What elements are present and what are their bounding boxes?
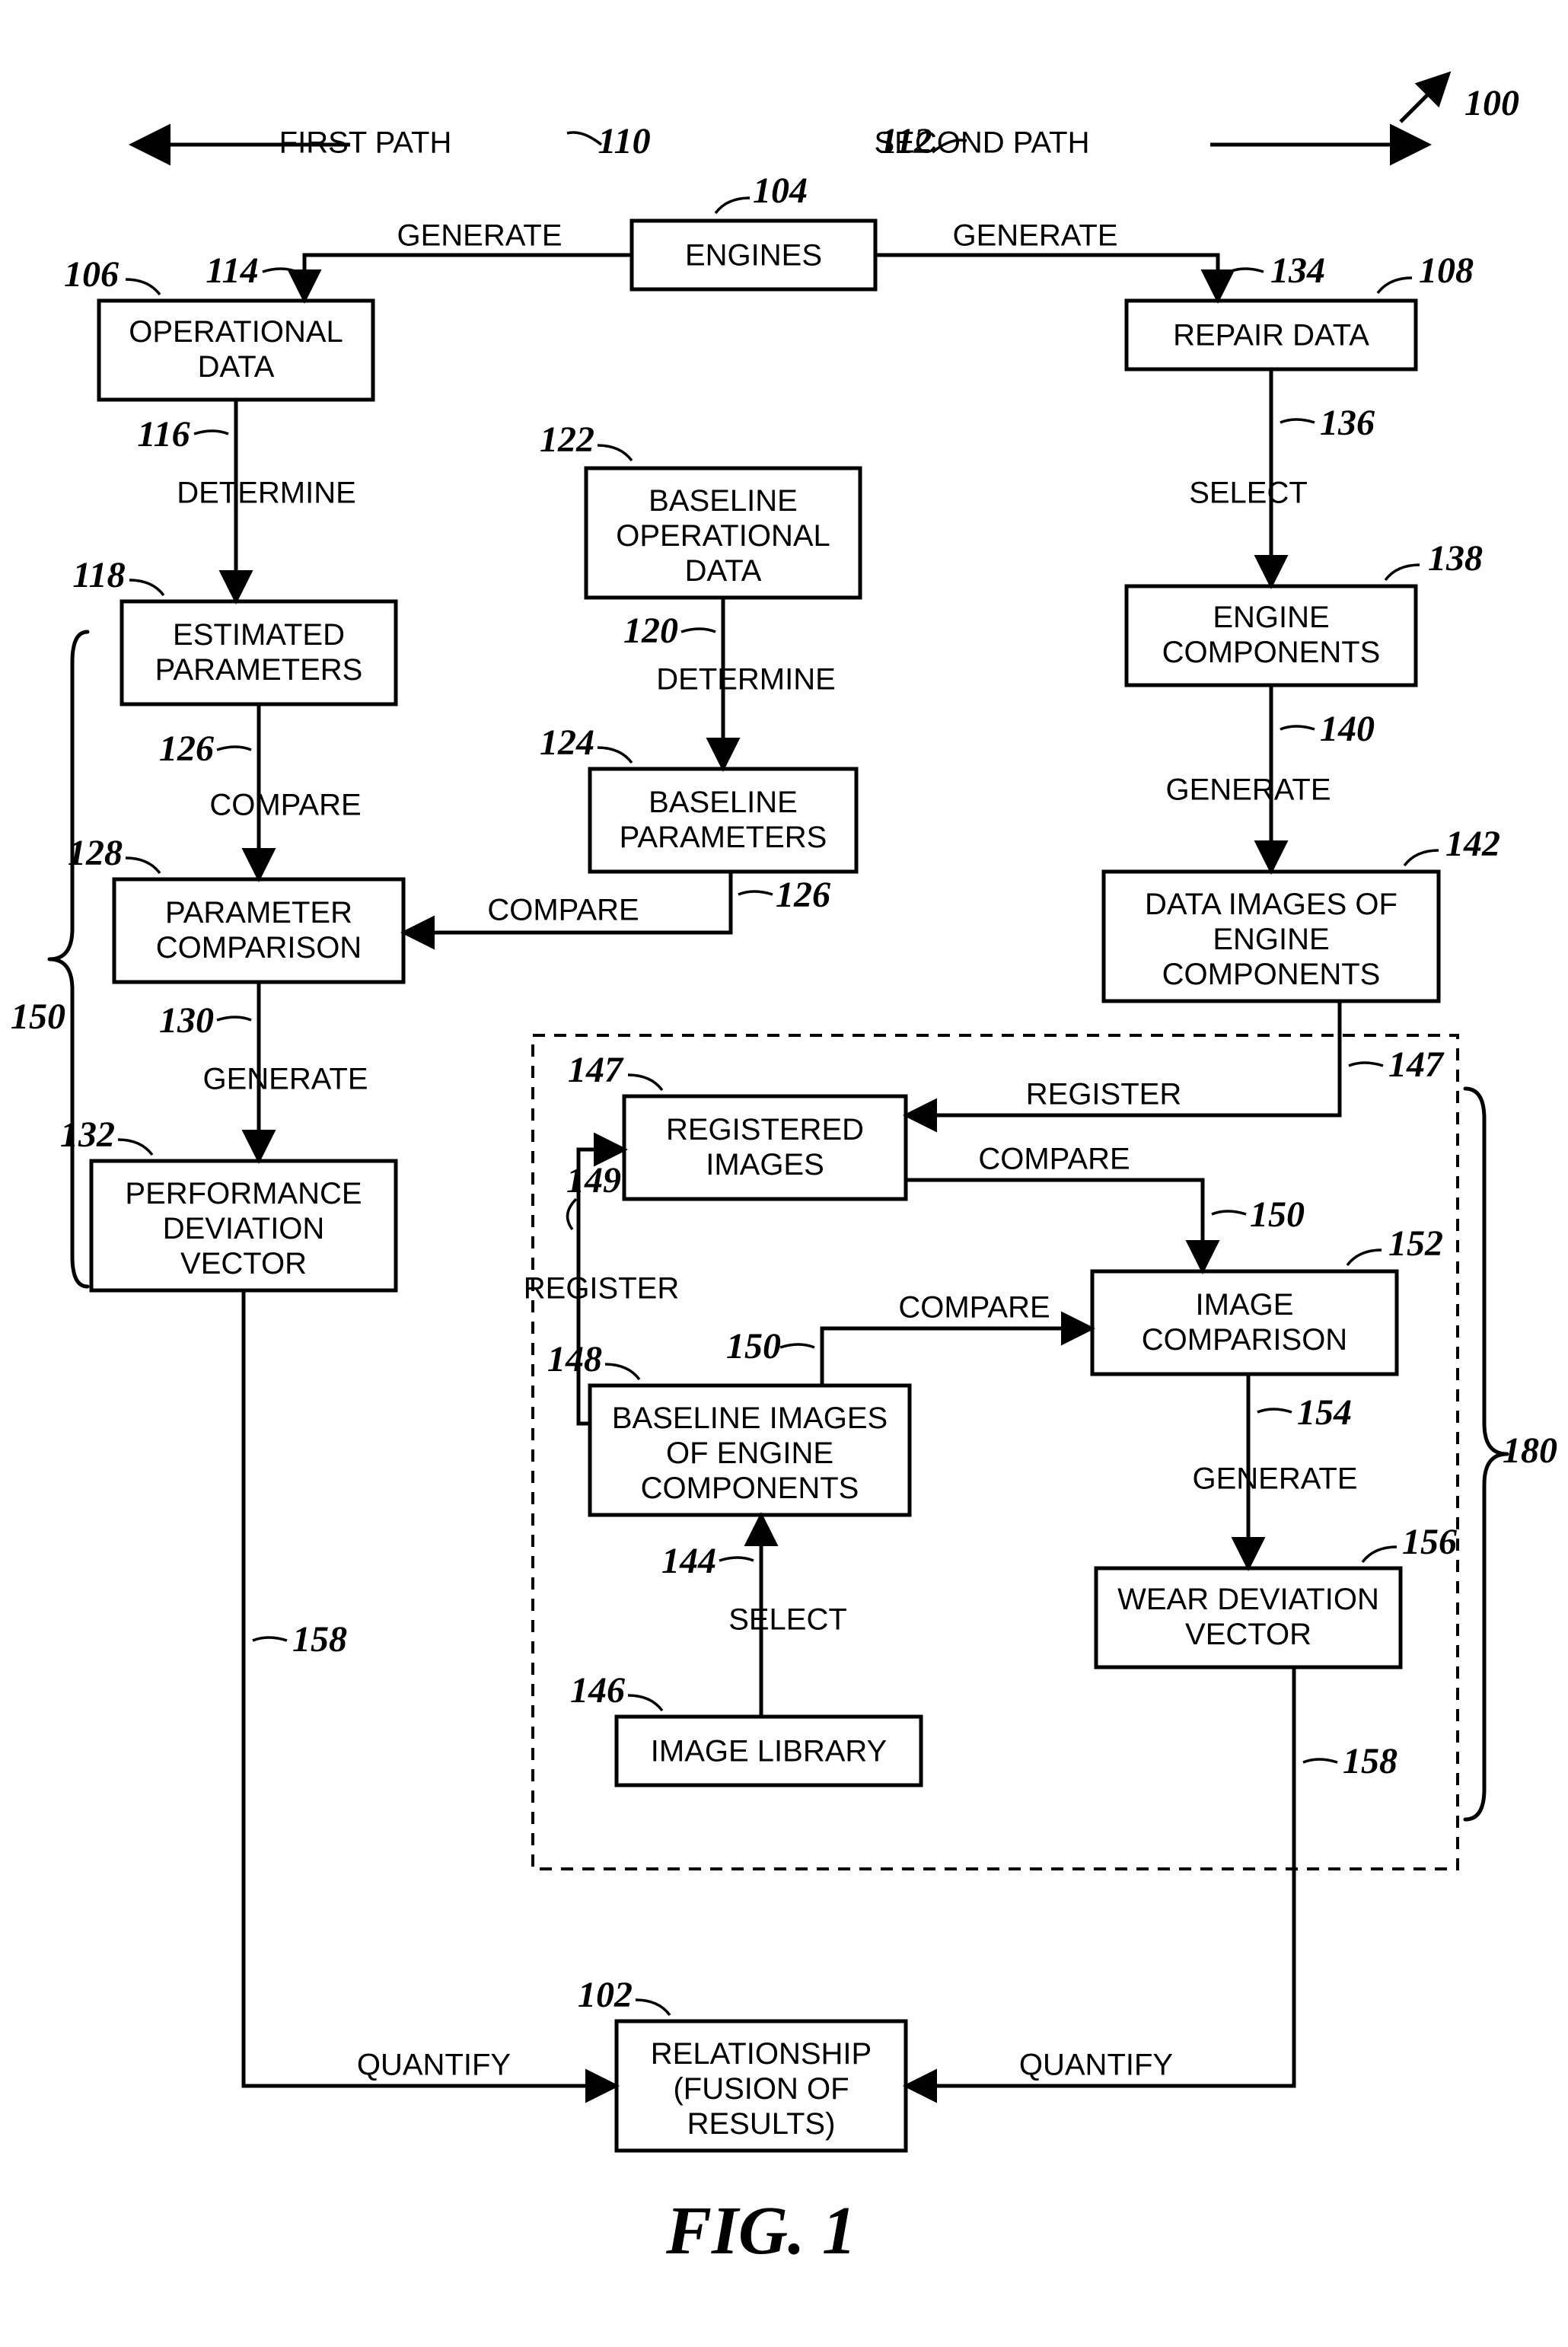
ref-154: 154	[1297, 1392, 1352, 1433]
ref-149: 149	[566, 1160, 621, 1201]
node-data-images: DATA IMAGES OFENGINECOMPONENTS 142	[1104, 824, 1500, 1001]
edge-regimg-imgcomp: COMPARE 150	[906, 1143, 1305, 1268]
ref-110: 110	[598, 121, 650, 161]
node-performance-deviation-vector: PERFORMANCEDEVIATIONVECTOR 132	[60, 1115, 396, 1290]
first-path-header: FIRST PATH 110	[137, 121, 651, 161]
edge-dataimg-regimg: REGISTER 147	[910, 1001, 1445, 1115]
ref-134: 134	[1270, 250, 1325, 291]
ref-120: 120	[623, 611, 678, 651]
ref-114: 114	[206, 250, 258, 291]
edge-label-generate-154: GENERATE	[1192, 1462, 1357, 1496]
node-engine-components: ENGINECOMPONENTS 138	[1127, 538, 1483, 685]
brace-180: 180	[1465, 1089, 1557, 1819]
edge-weardev-relationship: QUANTIFY 158	[910, 1667, 1397, 2086]
ref-136: 136	[1320, 403, 1375, 443]
edge-engcomp-dataimg: GENERATE 140	[1165, 685, 1375, 868]
op-data-l1: OPERATIONAL	[129, 315, 343, 349]
ref-158a: 158	[292, 1619, 347, 1660]
ref-106: 106	[64, 254, 119, 295]
ref-144: 144	[661, 1541, 716, 1581]
ref-116: 116	[137, 414, 190, 454]
ref-122: 122	[540, 419, 594, 460]
edge-label-compare-150a: COMPARE	[978, 1143, 1130, 1176]
ref-148: 148	[547, 1339, 602, 1379]
edge-engines-opdata: GENERATE 114	[206, 219, 632, 297]
ref-130: 130	[159, 1000, 214, 1041]
edge-label-generate-114: GENERATE	[397, 219, 562, 253]
ref-138: 138	[1428, 538, 1483, 579]
ref-132: 132	[60, 1115, 115, 1155]
flowchart-figure-1: FIRST PATH 110 112 SECOND PATH 100 ENGIN…	[0, 0, 1568, 2347]
ref-146: 146	[570, 1670, 625, 1711]
repair-data-label: REPAIR DATA	[1173, 319, 1369, 352]
edge-label-select-144: SELECT	[728, 1603, 847, 1637]
edge-estparams-paramcomp: COMPARE 126	[159, 704, 362, 875]
edge-baseop-baseparams: DETERMINE 120	[623, 598, 836, 765]
node-wear-deviation-vector: WEAR DEVIATIONVECTOR 156	[1096, 1522, 1457, 1667]
node-image-library: IMAGE LIBRARY 146	[570, 1670, 921, 1785]
edge-opdata-estparams: DETERMINE 116	[137, 400, 355, 598]
ref-147b: 147	[1388, 1044, 1445, 1085]
ref-142: 142	[1445, 824, 1500, 864]
ref-104: 104	[753, 171, 808, 211]
figure-ref-100: 100	[1401, 76, 1519, 123]
node-baseline-parameters: BASELINEPARAMETERS 124	[540, 722, 856, 872]
ref-140: 140	[1320, 709, 1375, 749]
edge-label-select-136: SELECT	[1189, 477, 1308, 510]
ref-102: 102	[578, 1975, 633, 2015]
edge-paramcomp-perfdev: GENERATE 130	[159, 982, 368, 1157]
second-path-label: SECOND PATH	[875, 126, 1090, 160]
brace-150: 150	[11, 632, 88, 1287]
edge-baseimg-imgcomp: COMPARE 150	[726, 1291, 1088, 1386]
edge-label-compare-126b: COMPARE	[487, 894, 639, 927]
edge-label-quantify-158a: QUANTIFY	[357, 2049, 511, 2082]
node-relationship: RELATIONSHIP(FUSION OFRESULTS) 102	[578, 1975, 906, 2151]
ref-128: 128	[68, 833, 123, 873]
img-library-label: IMAGE LIBRARY	[651, 1735, 887, 1768]
ref-180: 180	[1503, 1430, 1557, 1471]
ref-150a: 150	[1250, 1194, 1305, 1235]
edge-label-generate-130: GENERATE	[202, 1063, 368, 1096]
ref-118: 118	[72, 555, 125, 595]
node-baseline-op-data: BASELINEOPERATIONALDATA 122	[540, 419, 860, 598]
edge-imgcomp-weardev: GENERATE 154	[1192, 1374, 1357, 1564]
ref-126b: 126	[776, 875, 830, 915]
edge-label-generate-134: GENERATE	[952, 219, 1117, 253]
second-path-header: 112 SECOND PATH	[875, 121, 1424, 161]
edge-perfdev-relationship: QUANTIFY 158	[244, 1290, 613, 2086]
edge-label-compare-150b: COMPARE	[898, 1291, 1050, 1325]
ref-152: 152	[1388, 1223, 1443, 1264]
ref-126a: 126	[159, 729, 214, 769]
ref-124: 124	[540, 722, 594, 763]
edge-label-determine-120: DETERMINE	[656, 663, 836, 697]
engines-label: ENGINES	[685, 239, 822, 273]
edge-label-register-147: REGISTER	[1026, 1078, 1181, 1111]
ref-108: 108	[1419, 250, 1474, 291]
edge-label-determine-116: DETERMINE	[177, 477, 356, 510]
node-parameter-comparison: PARAMETERCOMPARISON 128	[68, 833, 403, 982]
figure-caption: FIG. 1	[665, 2193, 856, 2269]
ref-150b: 150	[726, 1326, 781, 1366]
ref-158b: 158	[1343, 1741, 1397, 1781]
edge-imglib-baseimg: SELECT 144	[661, 1519, 847, 1717]
node-image-comparison: IMAGECOMPARISON 152	[1092, 1223, 1443, 1374]
node-engines: ENGINES 104	[632, 171, 875, 289]
ref-156: 156	[1402, 1522, 1457, 1562]
ref-100: 100	[1464, 83, 1519, 123]
first-path-label: FIRST PATH	[279, 126, 452, 160]
edge-repair-engcomp: SELECT 136	[1189, 369, 1375, 582]
ref-150-brace: 150	[11, 997, 65, 1037]
edge-baseparams-paramcomp: COMPARE 126	[407, 872, 830, 933]
edge-label-register-149: REGISTER	[524, 1272, 679, 1306]
edge-label-quantify-158b: QUANTIFY	[1019, 2049, 1173, 2082]
ref-147a: 147	[568, 1050, 624, 1090]
op-data-l2: DATA	[198, 350, 275, 384]
edge-engines-repair: GENERATE 134	[875, 219, 1325, 297]
edge-label-generate-140: GENERATE	[1165, 773, 1331, 807]
edge-label-compare-126a: COMPARE	[209, 789, 361, 822]
